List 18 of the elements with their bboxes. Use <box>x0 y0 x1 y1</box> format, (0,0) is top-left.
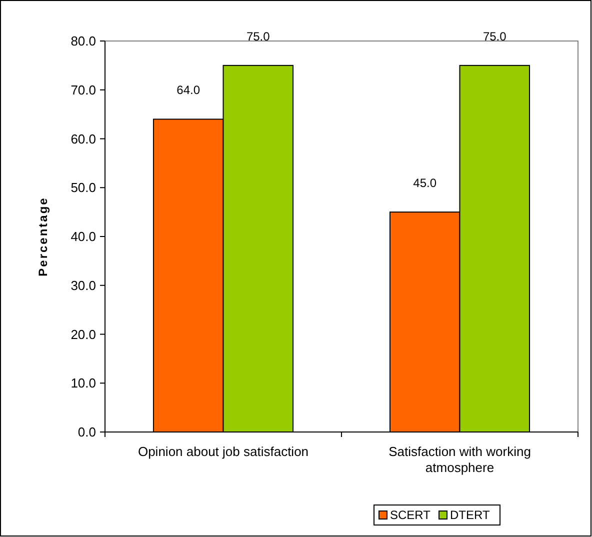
y-tick-label: 50.0 <box>70 180 96 196</box>
y-tick-label: 0.0 <box>78 424 96 440</box>
data-label: 45.0 <box>413 176 437 190</box>
data-label: 64.0 <box>176 83 200 98</box>
y-tick-label: 70.0 <box>70 82 96 98</box>
y-tick-label: 20.0 <box>70 326 96 342</box>
y-tick-label: 30.0 <box>70 278 96 293</box>
legend-label: DTERT <box>450 508 490 522</box>
x-tick-label: Satisfaction with working atmosphere <box>388 444 531 475</box>
legend-label: SCERT <box>390 508 432 522</box>
y-tick-label: 10.0 <box>70 376 96 391</box>
x-tick-label: Opinion about job satisfaction <box>138 444 309 459</box>
data-label: 75.0 <box>246 29 270 44</box>
y-tick-label: 80.0 <box>70 34 96 49</box>
y-axis-title: Percentage <box>36 196 50 276</box>
y-tick-label: 60.0 <box>70 131 96 146</box>
data-label: 75.0 <box>482 29 507 44</box>
y-tick-label: 40.0 <box>70 229 96 244</box>
